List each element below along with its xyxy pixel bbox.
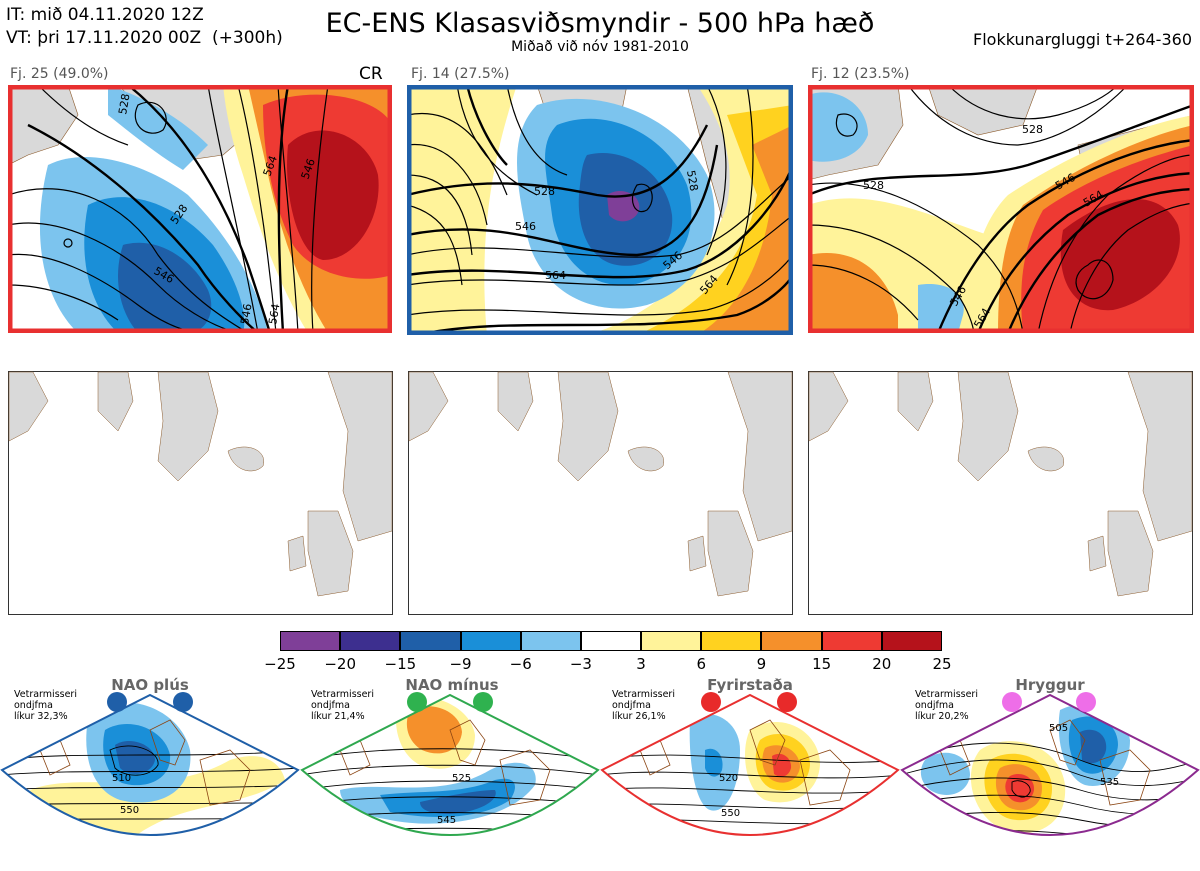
- colorbar-segment: [520, 631, 581, 651]
- regime-2-title: NAO mínus: [405, 676, 499, 694]
- regime-1-winter: Vetrarmisseri: [14, 689, 77, 700]
- regime-2-info: Vetrarmisseri ondjfma líkur 21,4%: [311, 689, 391, 722]
- regime-1-title: NAO plús: [111, 676, 189, 694]
- cluster-3-map: 528 528 546 564 546 564: [808, 85, 1194, 333]
- regime-2-map: 525 545 565: [300, 690, 600, 871]
- regime-4-label: 535: [1100, 777, 1119, 788]
- valid-time: VT: þri 17.11.2020 00Z (+300h): [6, 28, 283, 48]
- cluster-1-regime-mark: CR: [359, 64, 383, 84]
- regime-3-winter: Vetrarmisseri: [612, 689, 675, 700]
- regime-4-dot-left: [1002, 692, 1022, 712]
- regime-4-freq: ondjfma: [915, 700, 954, 711]
- regime-3-label: 520: [719, 773, 738, 784]
- regime-4-info: Vetrarmisseri ondjfma líkur 20,2%: [915, 689, 995, 722]
- regime-2-label: 525: [452, 773, 471, 784]
- colorbar: [280, 631, 942, 651]
- regime-1-dot-right: [173, 692, 193, 712]
- regime-2-prob: líkur 21,4%: [311, 711, 365, 722]
- regime-4-label: 560: [1092, 840, 1111, 851]
- colorbar-tick-label: −15: [384, 655, 417, 673]
- empty-map-1: [8, 371, 393, 615]
- colorbar-segment: [821, 631, 882, 651]
- regime-3-dot-right: [777, 692, 797, 712]
- regime-3-title: Fyrirstaða: [707, 676, 793, 694]
- regime-4-label: 505: [1049, 723, 1068, 734]
- cluster-3-contour-label: 528: [863, 179, 884, 192]
- regime-2-label: 565: [447, 850, 466, 861]
- colorbar-segment: [761, 631, 822, 651]
- regime-3-info: Vetrarmisseri ondjfma líkur 26,1%: [612, 689, 692, 722]
- regime-4-dot-right: [1076, 692, 1096, 712]
- colorbar-segment: [280, 631, 341, 651]
- colorbar-segment: [340, 631, 401, 651]
- regime-3-prob: líkur 26,1%: [612, 711, 666, 722]
- regime-2-label: 545: [437, 815, 456, 826]
- regime-2-freq: ondjfma: [311, 700, 350, 711]
- colorbar-segment: [881, 631, 942, 651]
- colorbar-segment: [580, 631, 642, 651]
- cluster-1-contour-label: 546: [238, 303, 254, 326]
- regime-1-info: Vetrarmisseri ondjfma líkur 32,3%: [14, 689, 94, 722]
- regime-4-title: Hryggur: [1015, 676, 1085, 694]
- empty-map-3: [808, 371, 1193, 615]
- cluster-2-contour-label: 546: [515, 220, 536, 233]
- empty-map-2: [408, 371, 793, 615]
- colorbar-tick-label: 25: [932, 655, 952, 673]
- colorbar-tick-label: 6: [696, 655, 707, 673]
- colorbar-tick-label: 20: [872, 655, 892, 673]
- regime-3-freq: ondjfma: [612, 700, 651, 711]
- cluster-2-map: 528 546 564 528 546 564: [407, 85, 793, 335]
- regime-2-dot-left: [407, 692, 427, 712]
- page-title: EC-ENS Klasasviðsmyndir - 500 hPa hæð: [325, 8, 875, 39]
- cluster-1-label: Fj. 25 (49.0%): [10, 66, 109, 82]
- colorbar-segment: [641, 631, 702, 651]
- regime-1-map: 510 550: [0, 690, 300, 871]
- colorbar-ticks: −25 −20 −15 −9 −6 −3 3 6 9 15 20 25: [264, 655, 951, 673]
- colorbar-segment: [701, 631, 762, 651]
- classification-window: Flokkunargluggi t+264-360: [973, 30, 1192, 49]
- colorbar-tick-label: 15: [812, 655, 832, 673]
- colorbar-tick-label: −20: [324, 655, 356, 673]
- colorbar-segment: [460, 631, 521, 651]
- cluster-2-contour-label: 564: [545, 269, 566, 282]
- colorbar-tick-label: 9: [756, 655, 767, 673]
- cluster-2-contour-label: 528: [684, 169, 700, 192]
- cluster-3-contour-label: 528: [1022, 123, 1043, 136]
- init-time: IT: mið 04.11.2020 12Z: [6, 5, 204, 25]
- cluster-1-contour-label: 528: [116, 93, 132, 116]
- cluster-2-contour-label: 528: [534, 185, 555, 198]
- regime-4-winter: Vetrarmisseri: [915, 689, 978, 700]
- colorbar-tick-label: −9: [449, 655, 472, 673]
- cluster-3-label: Fj. 12 (23.5%): [811, 66, 910, 82]
- header-init-valid: IT: mið 04.11.2020 12Z VT: þri 17.11.202…: [6, 4, 283, 50]
- cluster-1-map: 528 546 564 546 528 546 564: [8, 85, 392, 333]
- regime-3-map: 520 550 560: [600, 690, 900, 871]
- regime-1-label: 510: [112, 773, 131, 784]
- regime-4-map: 505 535 560: [900, 690, 1200, 871]
- cluster-2-label: Fj. 14 (27.5%): [411, 66, 510, 82]
- regime-2-winter: Vetrarmisseri: [311, 689, 374, 700]
- colorbar-tick-label: −25: [264, 655, 296, 673]
- page-subtitle: Miðað við nóv 1981-2010: [511, 39, 689, 55]
- regime-1-dot-left: [107, 692, 127, 712]
- regime-1-prob: líkur 32,3%: [14, 711, 68, 722]
- regime-3-label: 550: [721, 808, 740, 819]
- colorbar-tick-label: −3: [569, 655, 592, 673]
- regime-2-dot-right: [473, 692, 493, 712]
- colorbar-tick-label: 3: [636, 655, 646, 673]
- cluster-1-contour-label: 564: [266, 303, 282, 326]
- regime-3-dot-left: [701, 692, 721, 712]
- regime-1-freq: ondjfma: [14, 700, 53, 711]
- regime-1-label: 550: [120, 805, 139, 816]
- regime-4-prob: líkur 20,2%: [915, 711, 969, 722]
- colorbar-tick-label: −6: [509, 655, 532, 673]
- colorbar-segment: [400, 631, 461, 651]
